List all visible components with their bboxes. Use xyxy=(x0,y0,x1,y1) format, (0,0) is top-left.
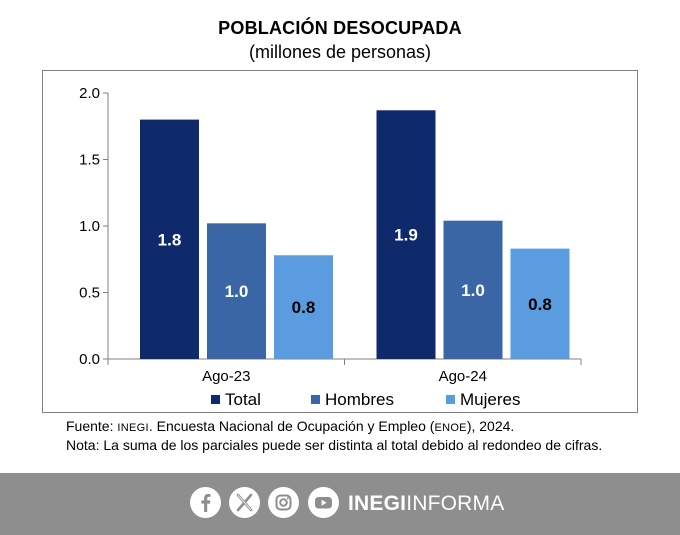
data-label: 1.0 xyxy=(225,282,249,301)
chart-area: 0.0 0.5 1.0 1.5 2.0 1.8 1.0 0.8 Ago-23 1.9 1.0 0.8 A… xyxy=(42,70,638,413)
brand-logo: INEGIINFORMA xyxy=(348,492,504,516)
y-tick-label: 1.5 xyxy=(79,152,100,169)
legend-swatch-mujeres xyxy=(446,395,455,404)
footer-bar: INEGIINFORMA xyxy=(0,473,680,535)
data-label: 1.8 xyxy=(158,230,182,249)
bar-hombres-2 xyxy=(443,220,503,359)
data-label: 1.0 xyxy=(461,281,485,300)
source-prefix: Fuente: xyxy=(66,418,118,434)
y-tick-label: 0.5 xyxy=(79,285,100,302)
source-line: Fuente: INEGI. Encuesta Nacional de Ocup… xyxy=(66,418,602,437)
bar-mujeres-1 xyxy=(274,255,333,359)
facebook-icon[interactable] xyxy=(190,487,221,518)
category-label: Ago-23 xyxy=(202,368,250,385)
data-label: 0.8 xyxy=(528,295,552,314)
x-icon[interactable] xyxy=(229,487,260,518)
data-label: 0.8 xyxy=(292,298,316,317)
instagram-icon[interactable] xyxy=(268,487,299,518)
legend-swatch-total xyxy=(211,395,220,404)
bar-hombres-1 xyxy=(207,223,266,359)
note-line: Nota: La suma de los parciales puede ser… xyxy=(66,437,603,453)
y-tick-label: 2.0 xyxy=(79,85,100,102)
bar-total-2 xyxy=(376,110,436,359)
legend-swatch-hombres xyxy=(311,395,320,404)
y-tick-label: 1.0 xyxy=(79,218,100,235)
legend-label: Hombres xyxy=(325,390,394,409)
source-end: ), 2024. xyxy=(466,418,515,434)
brand-light: INFORMA xyxy=(406,492,505,515)
category-label: Ago-24 xyxy=(439,368,487,385)
legend-label: Mujeres xyxy=(460,390,520,409)
bar-chart: 0.0 0.5 1.0 1.5 2.0 1.8 1.0 0.8 Ago-23 1.9 1.0 0.8 A… xyxy=(79,85,582,409)
bar-total-1 xyxy=(140,119,199,359)
source-org: INEGI xyxy=(117,422,149,434)
chart-title: POBLACIÓN DESOCUPADA xyxy=(218,18,462,38)
brand-bold: INEGI xyxy=(348,492,407,515)
source-mid: . Encuesta Nacional de Ocupación y Emple… xyxy=(148,418,435,434)
source-abbr: ENOE xyxy=(434,422,467,434)
youtube-icon[interactable] xyxy=(308,487,339,518)
chart-subtitle: (millones de personas) xyxy=(248,42,432,62)
bar-mujeres-2 xyxy=(510,248,570,359)
y-tick-label: 0.0 xyxy=(79,351,100,368)
legend-label: Total xyxy=(225,390,261,409)
chart-notes: Fuente: INEGI. Encuesta Nacional de Ocup… xyxy=(66,418,602,454)
data-label: 1.9 xyxy=(394,226,418,245)
